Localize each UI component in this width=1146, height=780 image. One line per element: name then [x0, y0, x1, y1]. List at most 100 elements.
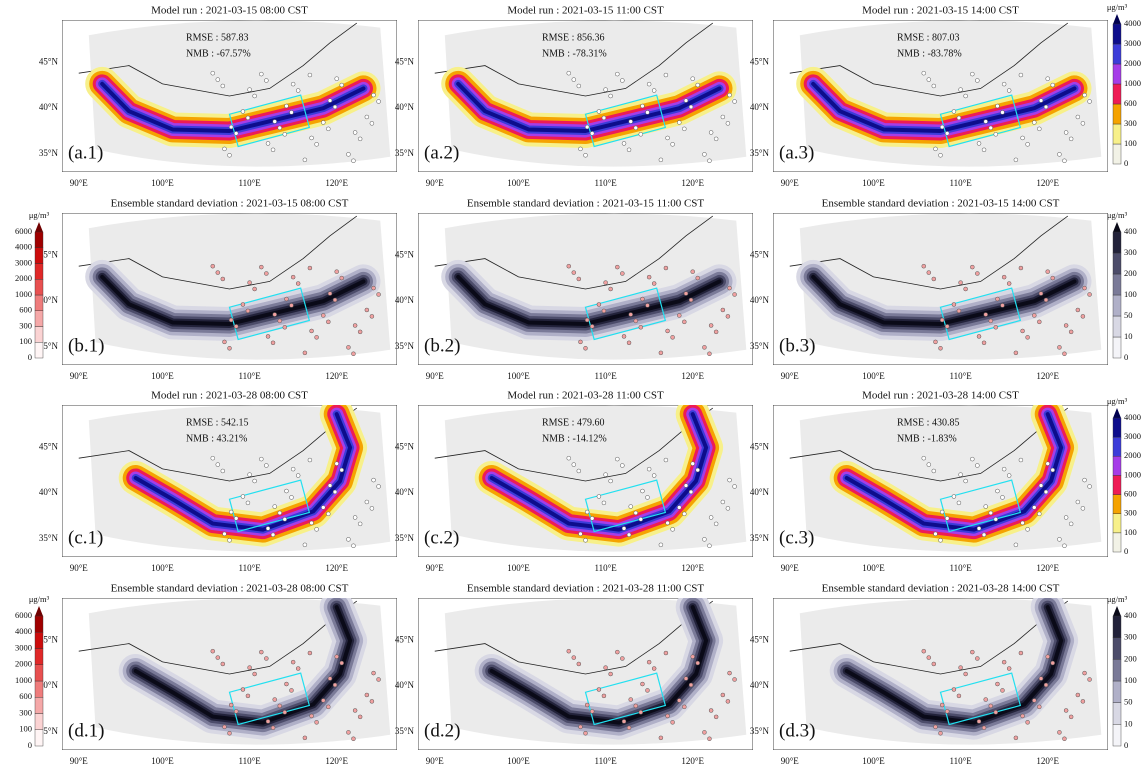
colorbar-tick: 4000: [15, 242, 32, 252]
site: [596, 109, 602, 114]
plume: [844, 412, 1064, 532]
colorbar-arrow: [35, 606, 43, 616]
site: [708, 323, 714, 328]
site: [988, 703, 993, 709]
colorbar-swatch: [1112, 417, 1122, 438]
colorbar-tick: 10: [1124, 718, 1133, 728]
site: [576, 468, 582, 474]
site: [963, 671, 968, 677]
map: [773, 213, 1108, 365]
site: [346, 730, 351, 735]
rmse: RMSE : 587.83: [186, 32, 249, 43]
site: [259, 456, 264, 462]
site: [233, 131, 239, 136]
site: [1057, 537, 1062, 542]
colorbar-swatch: [1112, 83, 1122, 105]
site: [995, 488, 1000, 494]
rmse: RMSE : 542.15: [186, 417, 249, 428]
site: [695, 660, 700, 666]
site: [663, 265, 669, 271]
lat-label: 40°N: [395, 102, 415, 112]
colorbar-tick: 300: [1124, 247, 1137, 257]
colorbar-tick: 4000: [15, 626, 32, 636]
lat-label: 45°N: [39, 635, 59, 645]
site: [309, 713, 314, 719]
site: [307, 650, 313, 656]
site: [351, 158, 356, 164]
site: [571, 77, 577, 82]
lat-label: 35°N: [39, 726, 59, 736]
lat-label: 45°N: [750, 635, 770, 645]
panel-label: (b.1): [68, 335, 104, 356]
colorbar-tick: 300: [19, 320, 32, 330]
colorbar-unit: μg/m³: [29, 594, 50, 604]
site: [247, 280, 252, 285]
site: [364, 692, 370, 698]
map: [62, 598, 397, 750]
site: [576, 83, 582, 89]
site: [259, 649, 264, 655]
site: [302, 542, 308, 548]
site: [708, 515, 714, 520]
site: [352, 130, 358, 135]
site: [1068, 521, 1074, 527]
lon-label: 90°E: [70, 178, 89, 188]
colorbar-tick: 4000: [1124, 18, 1141, 28]
site: [302, 350, 308, 356]
border: [789, 215, 1069, 290]
site: [713, 714, 719, 720]
site: [371, 670, 376, 676]
site: [988, 510, 993, 516]
site: [983, 119, 988, 124]
colorbar-swatch: [34, 615, 44, 633]
lon-label: 90°E: [70, 371, 89, 381]
site: [677, 313, 682, 318]
site: [264, 78, 269, 83]
site: [357, 329, 363, 335]
site: [688, 489, 694, 495]
panel-title: Model run : 2021-03-28 11:00 CST: [507, 390, 664, 402]
site: [259, 71, 264, 77]
lat-label: 40°N: [39, 487, 59, 497]
lon-label: 120°E: [681, 563, 704, 573]
site: [1006, 88, 1012, 93]
site: [603, 280, 608, 285]
panel-title: Model run : 2021-03-28 08:00 CST: [151, 390, 308, 402]
site: [682, 319, 687, 325]
map: [418, 405, 753, 557]
site: [646, 81, 652, 87]
site: [578, 531, 583, 537]
site: [334, 654, 339, 659]
site: [596, 687, 602, 692]
site: [1020, 520, 1025, 526]
site: [975, 463, 980, 468]
site: [270, 725, 276, 731]
colorbar-swatch: [1112, 615, 1122, 638]
site: [638, 517, 644, 522]
site: [240, 109, 246, 114]
plume: [456, 81, 722, 133]
lon-label: 110°E: [949, 756, 972, 766]
lon-label: 120°E: [325, 371, 348, 381]
site: [270, 532, 276, 538]
colorbar-tick: 100: [1124, 675, 1137, 685]
lon-label: 90°E: [426, 371, 445, 381]
site: [1001, 466, 1007, 472]
lon-label: 90°E: [426, 563, 445, 573]
lat-label: 35°N: [750, 533, 770, 543]
site: [658, 350, 664, 356]
map: [62, 405, 397, 557]
site: [683, 291, 689, 296]
map: [418, 20, 753, 172]
lat-label: 35°N: [39, 341, 59, 351]
site: [1080, 121, 1086, 126]
lon-label: 100°E: [151, 756, 174, 766]
site: [282, 710, 288, 715]
site: [1062, 543, 1067, 549]
site: [1000, 303, 1005, 308]
site: [210, 70, 215, 76]
site: [921, 70, 926, 76]
colorbar-tick: 0: [1124, 740, 1128, 750]
lon-label: 120°E: [325, 178, 348, 188]
site: [351, 543, 356, 549]
